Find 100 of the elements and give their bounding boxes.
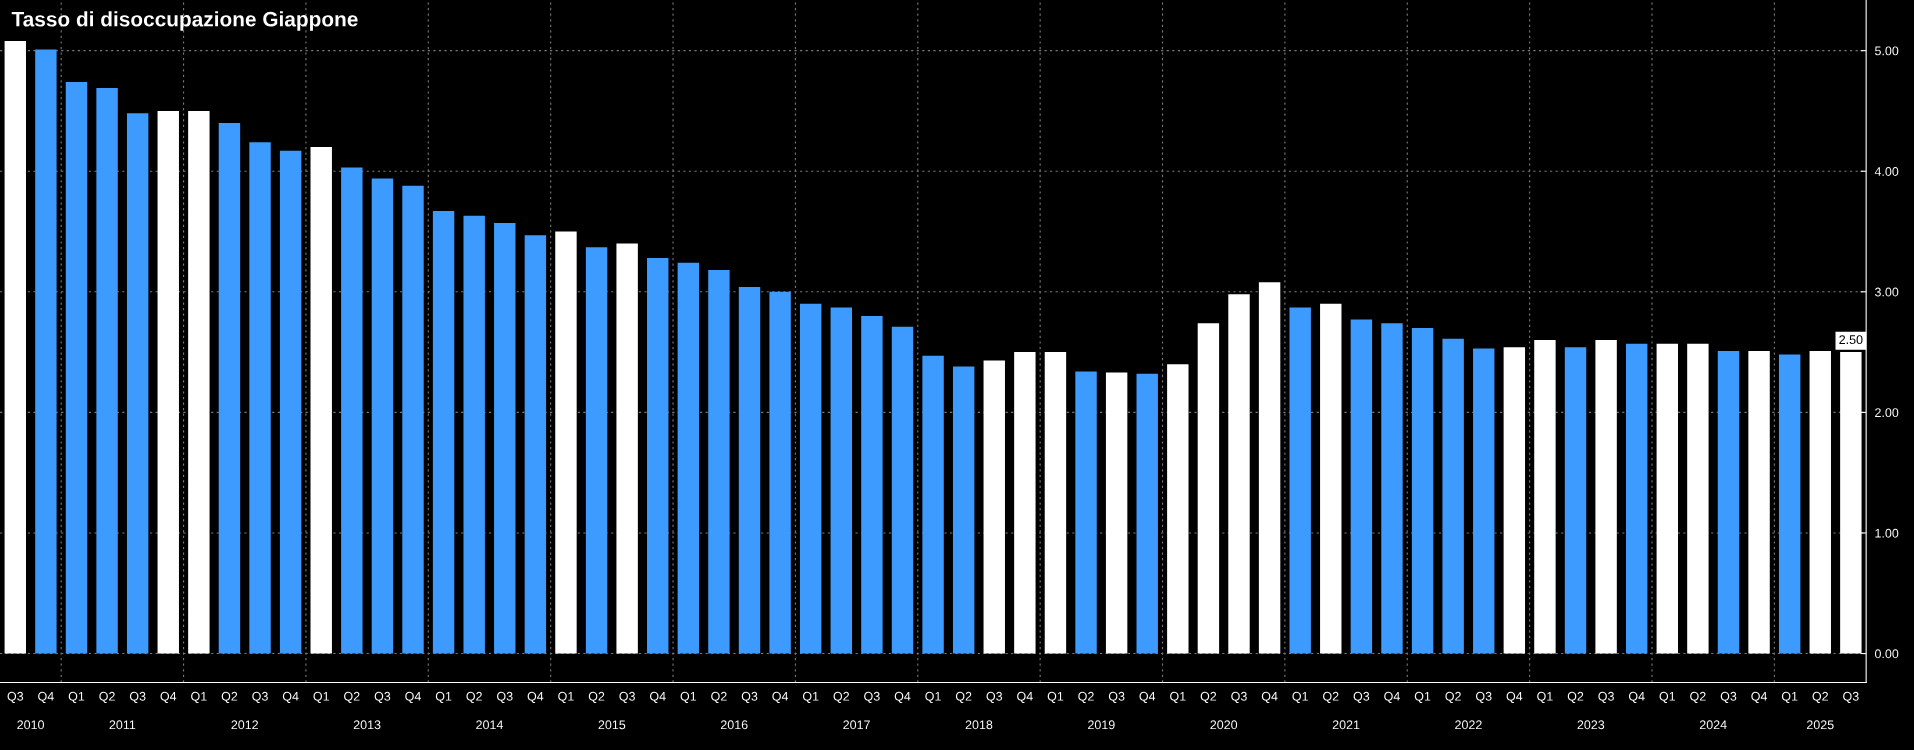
text: 2020	[1210, 720, 1238, 730]
bar	[1289, 307, 1311, 654]
x-tick-label: Q2	[711, 691, 727, 703]
y-tick-label: 0.00	[1874, 649, 1899, 659]
bar	[585, 247, 608, 654]
bar	[1473, 348, 1495, 654]
bar	[1503, 347, 1526, 654]
bar	[35, 49, 57, 654]
x-tick-label: Q1	[1781, 691, 1798, 703]
bar	[1044, 352, 1067, 654]
x-tick-label: Q1	[1170, 691, 1186, 703]
text: 2018	[965, 720, 993, 730]
bar	[1167, 364, 1189, 654]
bar	[1687, 343, 1709, 654]
bar	[891, 326, 914, 654]
bar	[922, 355, 944, 654]
bar	[1809, 350, 1831, 654]
bar	[188, 110, 210, 654]
x-tick-label: Q3	[1108, 691, 1125, 703]
bar	[769, 291, 791, 654]
bar	[1411, 327, 1434, 654]
x-tick-label: Q1	[558, 691, 574, 703]
bar	[830, 307, 852, 654]
x-tick-label: Q3	[986, 691, 1003, 703]
bar	[952, 366, 975, 654]
x-tick-label: Q3	[619, 691, 635, 703]
text: 2025	[1806, 720, 1834, 730]
y-tick-label: 1.00	[1875, 528, 1899, 538]
bar	[1228, 294, 1250, 654]
x-tick-label: Q2	[99, 691, 115, 703]
bar	[1442, 338, 1464, 654]
x-tick-label: Q3	[1843, 691, 1859, 703]
text: 2021	[1332, 720, 1360, 730]
bar	[218, 122, 241, 654]
x-tick-label: Q3	[741, 691, 758, 703]
bar	[65, 82, 88, 654]
x-tick-label: Q3	[374, 691, 391, 703]
bar	[555, 231, 577, 654]
bar	[1595, 340, 1617, 654]
x-tick-label: Q4	[772, 691, 789, 703]
x-tick-label: Q3	[497, 691, 513, 703]
x-tick-label: Q1	[1414, 691, 1431, 703]
bar	[249, 142, 271, 654]
x-tick-label: Q4	[38, 691, 54, 703]
bar	[494, 223, 516, 654]
y-tick-label: 5.00	[1874, 46, 1899, 56]
x-tick-label: Q4	[527, 691, 544, 703]
text: 2023	[1577, 720, 1605, 730]
x-tick-label: Q2	[1445, 691, 1461, 703]
x-tick-label: Q1	[1292, 691, 1308, 703]
x-tick-label: Q4	[1261, 691, 1278, 703]
x-tick-label: Q3	[252, 691, 268, 703]
text: 2019	[1088, 720, 1115, 730]
bar	[708, 270, 730, 654]
text: 2015	[598, 720, 626, 730]
x-tick-label: Q4	[1506, 691, 1523, 703]
x-tick-label: Q2	[1078, 691, 1094, 703]
x-tick-label: Q1	[1659, 691, 1676, 703]
x-tick-label: Q3	[1720, 691, 1737, 703]
bar	[1136, 373, 1158, 654]
y-tick-label: 2.00	[1875, 408, 1899, 418]
x-tick-label: Q1	[68, 691, 85, 703]
x-tick-label: Q3	[7, 691, 24, 703]
bar	[1656, 343, 1679, 654]
x-tick-label: Q2	[466, 691, 482, 703]
bar	[616, 243, 638, 654]
text: Tasso di disoccupazione Giappone	[11, 11, 358, 31]
x-tick-label: Q1	[802, 691, 819, 703]
bar	[1075, 371, 1097, 654]
x-tick-label: Q2	[588, 691, 605, 703]
bar	[1381, 323, 1403, 654]
bar	[1350, 319, 1373, 654]
x-tick-label: Q2	[1690, 691, 1706, 703]
bar	[4, 41, 26, 654]
x-tick-label: Q4	[1751, 691, 1768, 703]
bar	[157, 110, 179, 654]
bar	[341, 167, 363, 654]
bar	[126, 113, 149, 654]
x-tick-label: Q2	[955, 691, 972, 703]
x-tick-label: Q3	[864, 691, 880, 703]
bar	[1778, 354, 1801, 654]
bar	[279, 150, 302, 654]
text: 2024	[1699, 720, 1727, 730]
bar	[371, 178, 394, 654]
x-tick-label: Q1	[1047, 691, 1064, 703]
x-tick-label: Q3	[129, 691, 146, 703]
x-tick-label: Q3	[1353, 691, 1370, 703]
bar	[1534, 340, 1556, 654]
bar	[1748, 350, 1770, 654]
bar	[402, 185, 424, 654]
x-tick-label: Q1	[680, 691, 697, 703]
bar	[1717, 350, 1740, 654]
bar	[677, 262, 700, 654]
x-tick-label: Q2	[1812, 691, 1828, 703]
x-tick-label: Q1	[435, 691, 452, 703]
x-tick-label: Q4	[1628, 691, 1645, 703]
text: 2017	[843, 720, 870, 730]
x-tick-label: Q2	[1567, 691, 1584, 703]
bar	[524, 235, 547, 654]
bar	[463, 215, 485, 654]
